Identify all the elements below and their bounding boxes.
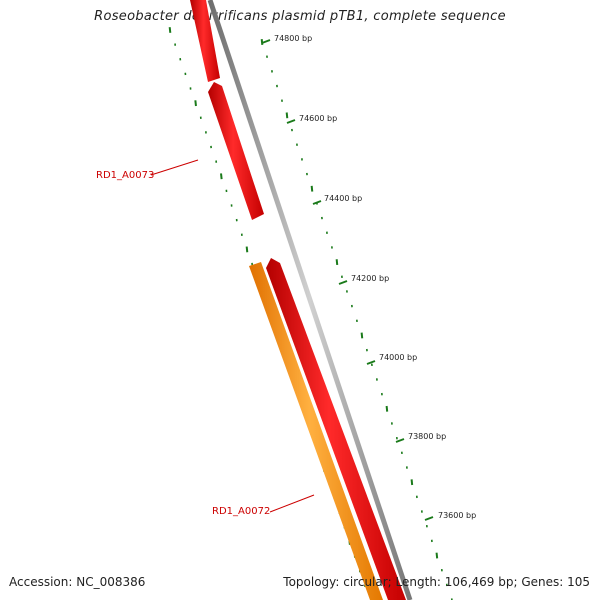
ruler-labels: 74800 bp 74600 bp 74400 bp 74200 bp 7400… bbox=[262, 34, 476, 520]
ruler-tick bbox=[396, 439, 404, 442]
ruler-major-tick bbox=[195, 100, 196, 106]
gene-label-leader bbox=[151, 160, 198, 175]
ruler-tick bbox=[287, 120, 295, 123]
ruler-major-tick bbox=[221, 173, 222, 179]
ruler-tick bbox=[339, 281, 347, 284]
ruler-tick bbox=[425, 517, 433, 520]
ruler-major-tick bbox=[247, 247, 248, 253]
ruler-label: 74000 bp bbox=[379, 353, 417, 362]
ruler-major-tick bbox=[362, 333, 363, 339]
ruler-tick bbox=[313, 201, 321, 204]
gene-label-leader bbox=[270, 495, 314, 512]
ruler-tick bbox=[367, 361, 375, 364]
ruler-major-tick bbox=[287, 113, 288, 119]
ruler-major-tick bbox=[437, 553, 438, 559]
summary-text: Topology: circular; Length: 106,469 bp; … bbox=[283, 575, 590, 589]
ruler-major-tick bbox=[170, 27, 171, 33]
gene-label-RD1_A0072[interactable]: RD1_A0072 bbox=[212, 506, 270, 517]
gene-red-lower[interactable] bbox=[266, 258, 406, 600]
ruler-major-tick bbox=[387, 406, 388, 412]
accession-text: Accession: NC_008386 bbox=[9, 575, 145, 589]
ruler-label: 74400 bp bbox=[324, 194, 362, 203]
ruler-label: 74800 bp bbox=[274, 34, 312, 43]
ruler-label: 74200 bp bbox=[351, 274, 389, 283]
ruler-major-tick bbox=[337, 259, 338, 265]
ruler-major-tick bbox=[312, 186, 313, 192]
gene-RD1_A0073[interactable] bbox=[208, 82, 264, 220]
gene-label-RD1_A0073[interactable]: RD1_A0073 bbox=[96, 170, 154, 181]
plasmid-map: 74800 bp 74600 bp 74400 bp 74200 bp 7400… bbox=[0, 0, 600, 600]
ruler-label: 73800 bp bbox=[408, 432, 446, 441]
ruler-tick bbox=[262, 40, 270, 43]
ruler-label: 74600 bp bbox=[299, 114, 337, 123]
ruler-major-tick bbox=[412, 479, 413, 485]
ruler-label: 73600 bp bbox=[438, 511, 476, 520]
